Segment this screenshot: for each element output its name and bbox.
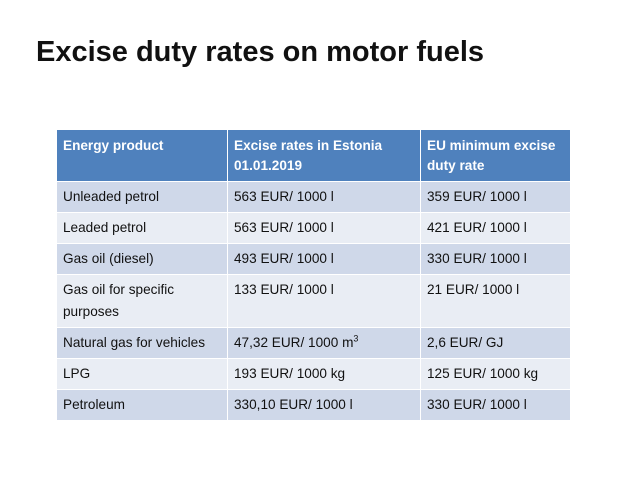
energy-product-cell: Natural gas for vehicles [56, 327, 228, 359]
table-row: Gas oil (diesel) 493 EUR/ 1000 l 330 EUR… [56, 243, 571, 275]
page-title: Excise duty rates on motor fuels [36, 36, 485, 68]
column-header-energy-product: Energy product [56, 129, 228, 182]
eu-minimum-rate-cell: 125 EUR/ 1000 kg [420, 358, 571, 390]
estonia-rate-cell: 493 EUR/ 1000 l [227, 243, 421, 275]
estonia-rate-cell: 47,32 EUR/ 1000 m3 [227, 327, 421, 359]
energy-product-cell: Leaded petrol [56, 212, 228, 244]
excise-rates-table: Energy product Excise rates in Estonia 0… [56, 129, 571, 421]
eu-minimum-rate-cell: 21 EUR/ 1000 l [420, 274, 571, 328]
eu-minimum-rate-cell: 359 EUR/ 1000 l [420, 181, 571, 213]
estonia-rate-cell: 133 EUR/ 1000 l [227, 274, 421, 328]
column-header-eu-minimum-rate: EU minimum excise duty rate [420, 129, 571, 182]
table-row: Gas oil for specific purposes 133 EUR/ 1… [56, 274, 571, 328]
energy-product-cell: Gas oil (diesel) [56, 243, 228, 275]
energy-product-cell: Petroleum [56, 389, 228, 421]
eu-minimum-rate-cell: 2,6 EUR/ GJ [420, 327, 571, 359]
energy-product-cell: LPG [56, 358, 228, 390]
estonia-rate-value: 47,32 EUR/ 1000 m [234, 335, 354, 350]
table-header-row: Energy product Excise rates in Estonia 0… [56, 129, 571, 182]
eu-minimum-rate-cell: 330 EUR/ 1000 l [420, 243, 571, 275]
cubic-superscript: 3 [353, 333, 359, 344]
column-header-estonia-rate: Excise rates in Estonia 01.01.2019 [227, 129, 421, 182]
estonia-rate-cell: 330,10 EUR/ 1000 l [227, 389, 421, 421]
estonia-rate-cell: 563 EUR/ 1000 l [227, 181, 421, 213]
table-row: Leaded petrol 563 EUR/ 1000 l 421 EUR/ 1… [56, 212, 571, 244]
energy-product-cell: Gas oil for specific purposes [56, 274, 228, 328]
eu-minimum-rate-cell: 330 EUR/ 1000 l [420, 389, 571, 421]
table-row: Petroleum 330,10 EUR/ 1000 l 330 EUR/ 10… [56, 389, 571, 421]
estonia-rate-cell: 563 EUR/ 1000 l [227, 212, 421, 244]
table-row: LPG 193 EUR/ 1000 kg 125 EUR/ 1000 kg [56, 358, 571, 390]
table-row: Natural gas for vehicles 47,32 EUR/ 1000… [56, 327, 571, 359]
eu-minimum-rate-cell: 421 EUR/ 1000 l [420, 212, 571, 244]
estonia-rate-cell: 193 EUR/ 1000 kg [227, 358, 421, 390]
energy-product-cell: Unleaded petrol [56, 181, 228, 213]
table-row: Unleaded petrol 563 EUR/ 1000 l 359 EUR/… [56, 181, 571, 213]
